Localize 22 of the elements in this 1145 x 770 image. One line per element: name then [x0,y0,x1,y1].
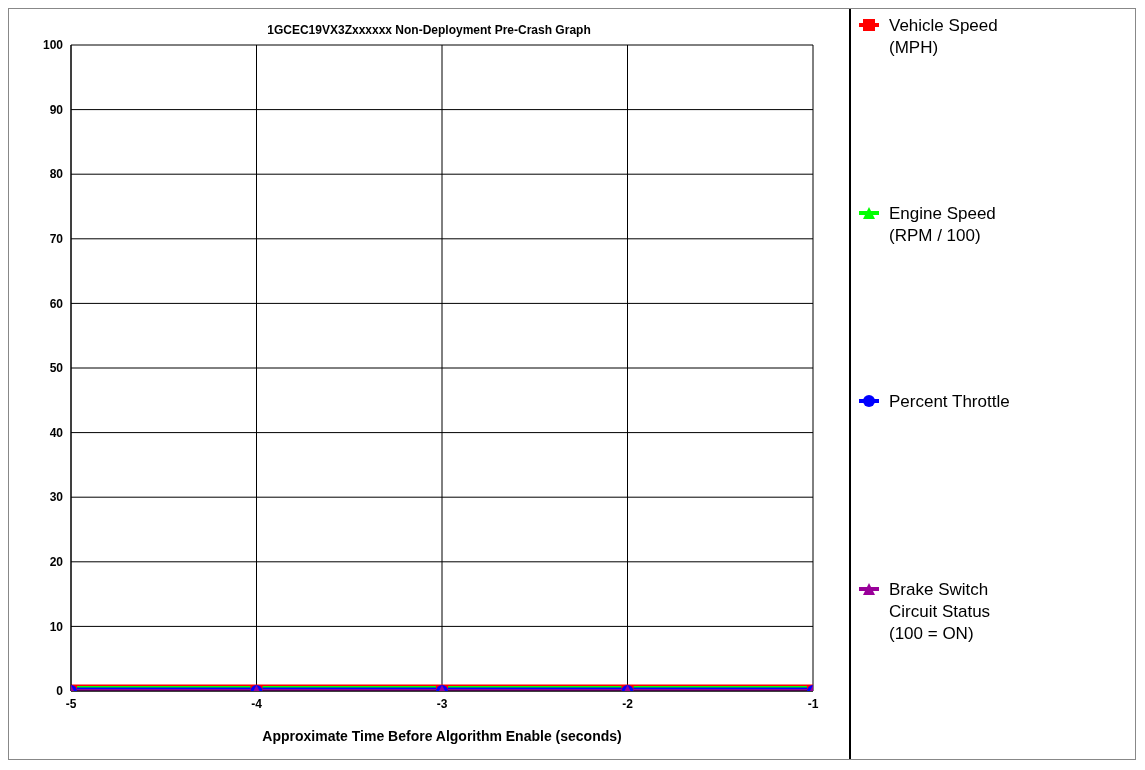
x-tick-label: -5 [65,696,77,711]
y-tick-label: 70 [49,232,64,247]
y-tick-label: 50 [49,361,64,376]
y-tick-label: 20 [49,555,64,570]
x-tick-label: -3 [436,696,448,711]
y-tick-label: 30 [49,490,64,505]
y-tick-label: 40 [49,425,64,440]
y-tick-label: 80 [49,167,64,182]
y-tick-label: 90 [49,102,64,117]
x-tick-label: -4 [251,696,263,711]
legend-label: Percent Throttle [889,391,1011,413]
y-tick-label: 10 [49,619,64,634]
legend-label: Engine Speed (RPM / 100) [889,203,997,247]
legend-label: Brake Switch Circuit Status (100 = ON) [889,579,992,645]
y-tick-label: 100 [42,38,64,53]
x-axis-title: Approximate Time Before Algorithm Enable (seconds) [262,728,622,744]
legend-label: Vehicle Speed (MPH) [889,15,999,59]
x-tick-label: -1 [807,696,819,711]
y-tick-label: 0 [56,684,64,699]
x-tick-label: -2 [622,696,634,711]
chart-title: 1GCEC19VX3Zxxxxxx Non-Deployment Pre-Crash Graph [266,23,592,37]
y-tick-label: 60 [49,296,64,311]
